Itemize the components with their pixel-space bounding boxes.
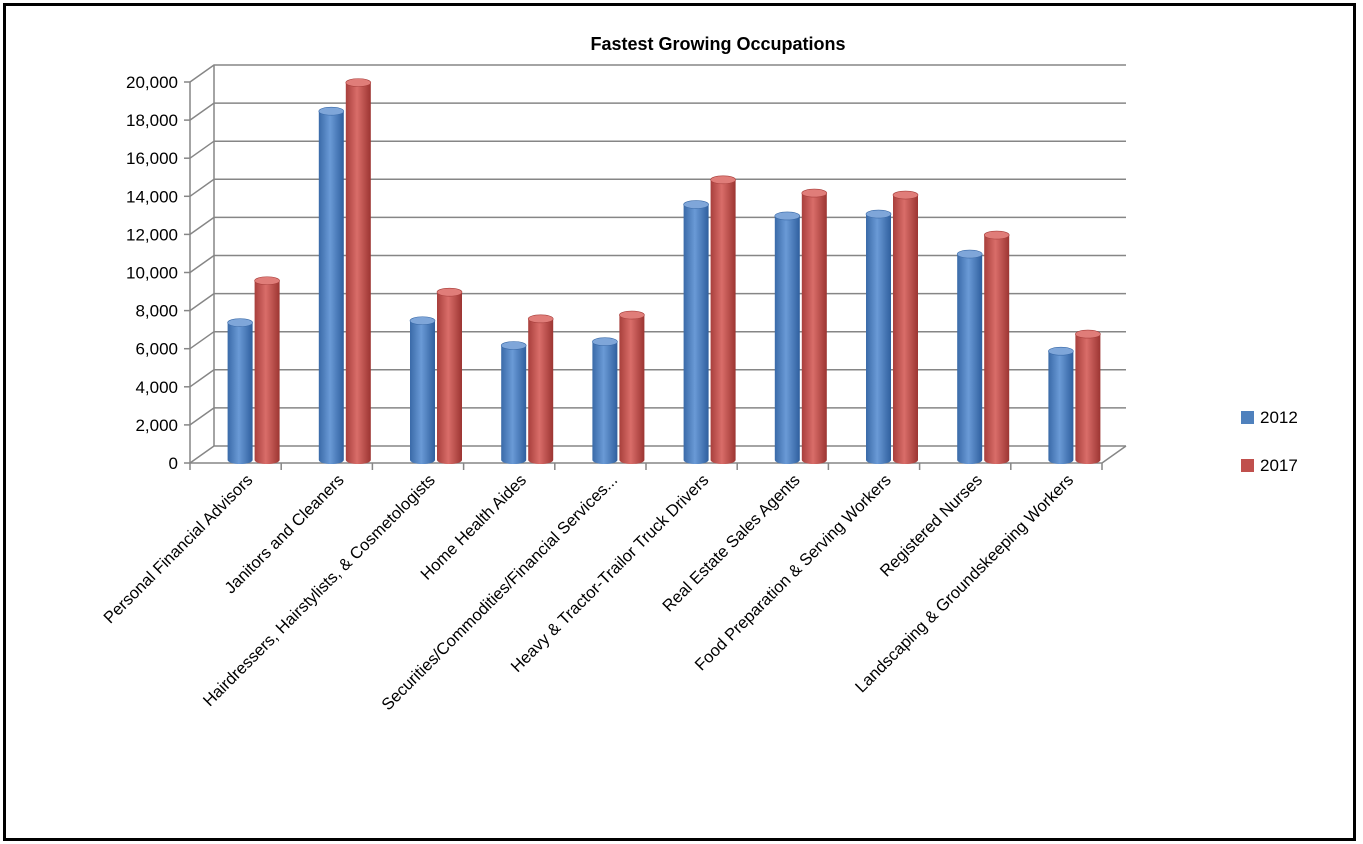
bar [865,209,892,464]
legend-label: 2017 [1260,456,1298,475]
x-tick-label: Food Preparation & Serving Workers [692,471,895,674]
y-tick-label: 14,000 [126,187,178,206]
bar [1048,346,1074,464]
legend-item: 2012 [1241,408,1298,427]
y-tick-label: 8,000 [135,302,178,321]
y-tick-label: 10,000 [126,264,178,283]
y-tick-label: 6,000 [135,340,178,359]
y-tick-label: 20,000 [126,73,178,92]
bar [527,314,554,464]
chart-title: Fastest Growing Occupations [590,34,845,54]
y-tick-label: 18,000 [126,111,178,130]
bar [983,230,1010,464]
legend: 2012 2017 [1241,408,1298,475]
bar [619,310,645,464]
legend-label: 2012 [1260,408,1298,427]
bar [710,175,736,464]
gridline [189,64,1126,83]
bar [774,211,801,464]
y-tick-label: 12,000 [126,225,178,244]
bar [409,316,436,464]
x-tick-label: Personal Financial Advisors [100,471,256,627]
legend-swatch [1241,459,1254,472]
bar [500,341,527,464]
x-tick-label: Registered Nurses [877,471,986,580]
x-tick-label: Heavy & Tractor-Trailor Truck Drivers [508,471,713,676]
legend-item: 2017 [1241,456,1298,475]
y-tick-label: 2,000 [135,416,178,435]
bar [254,276,280,464]
bar [1075,329,1101,464]
legend-swatch [1241,411,1254,424]
bar [801,188,828,465]
y-tick-label: 4,000 [135,378,178,397]
bar [227,318,253,464]
bar [436,287,463,464]
bars [227,78,1101,465]
bar [683,200,709,465]
axes [184,65,1127,470]
bar [892,190,919,464]
bar [345,78,372,465]
bar [592,337,618,464]
y-tick-label: 16,000 [126,149,178,168]
y-tick-label: 0 [169,454,178,473]
bar [318,106,345,464]
bar [956,249,983,464]
y-axis-ticks: 0 2,000 4,000 6,000 8,000 10,000 12,000 14,000 1… [126,73,178,473]
